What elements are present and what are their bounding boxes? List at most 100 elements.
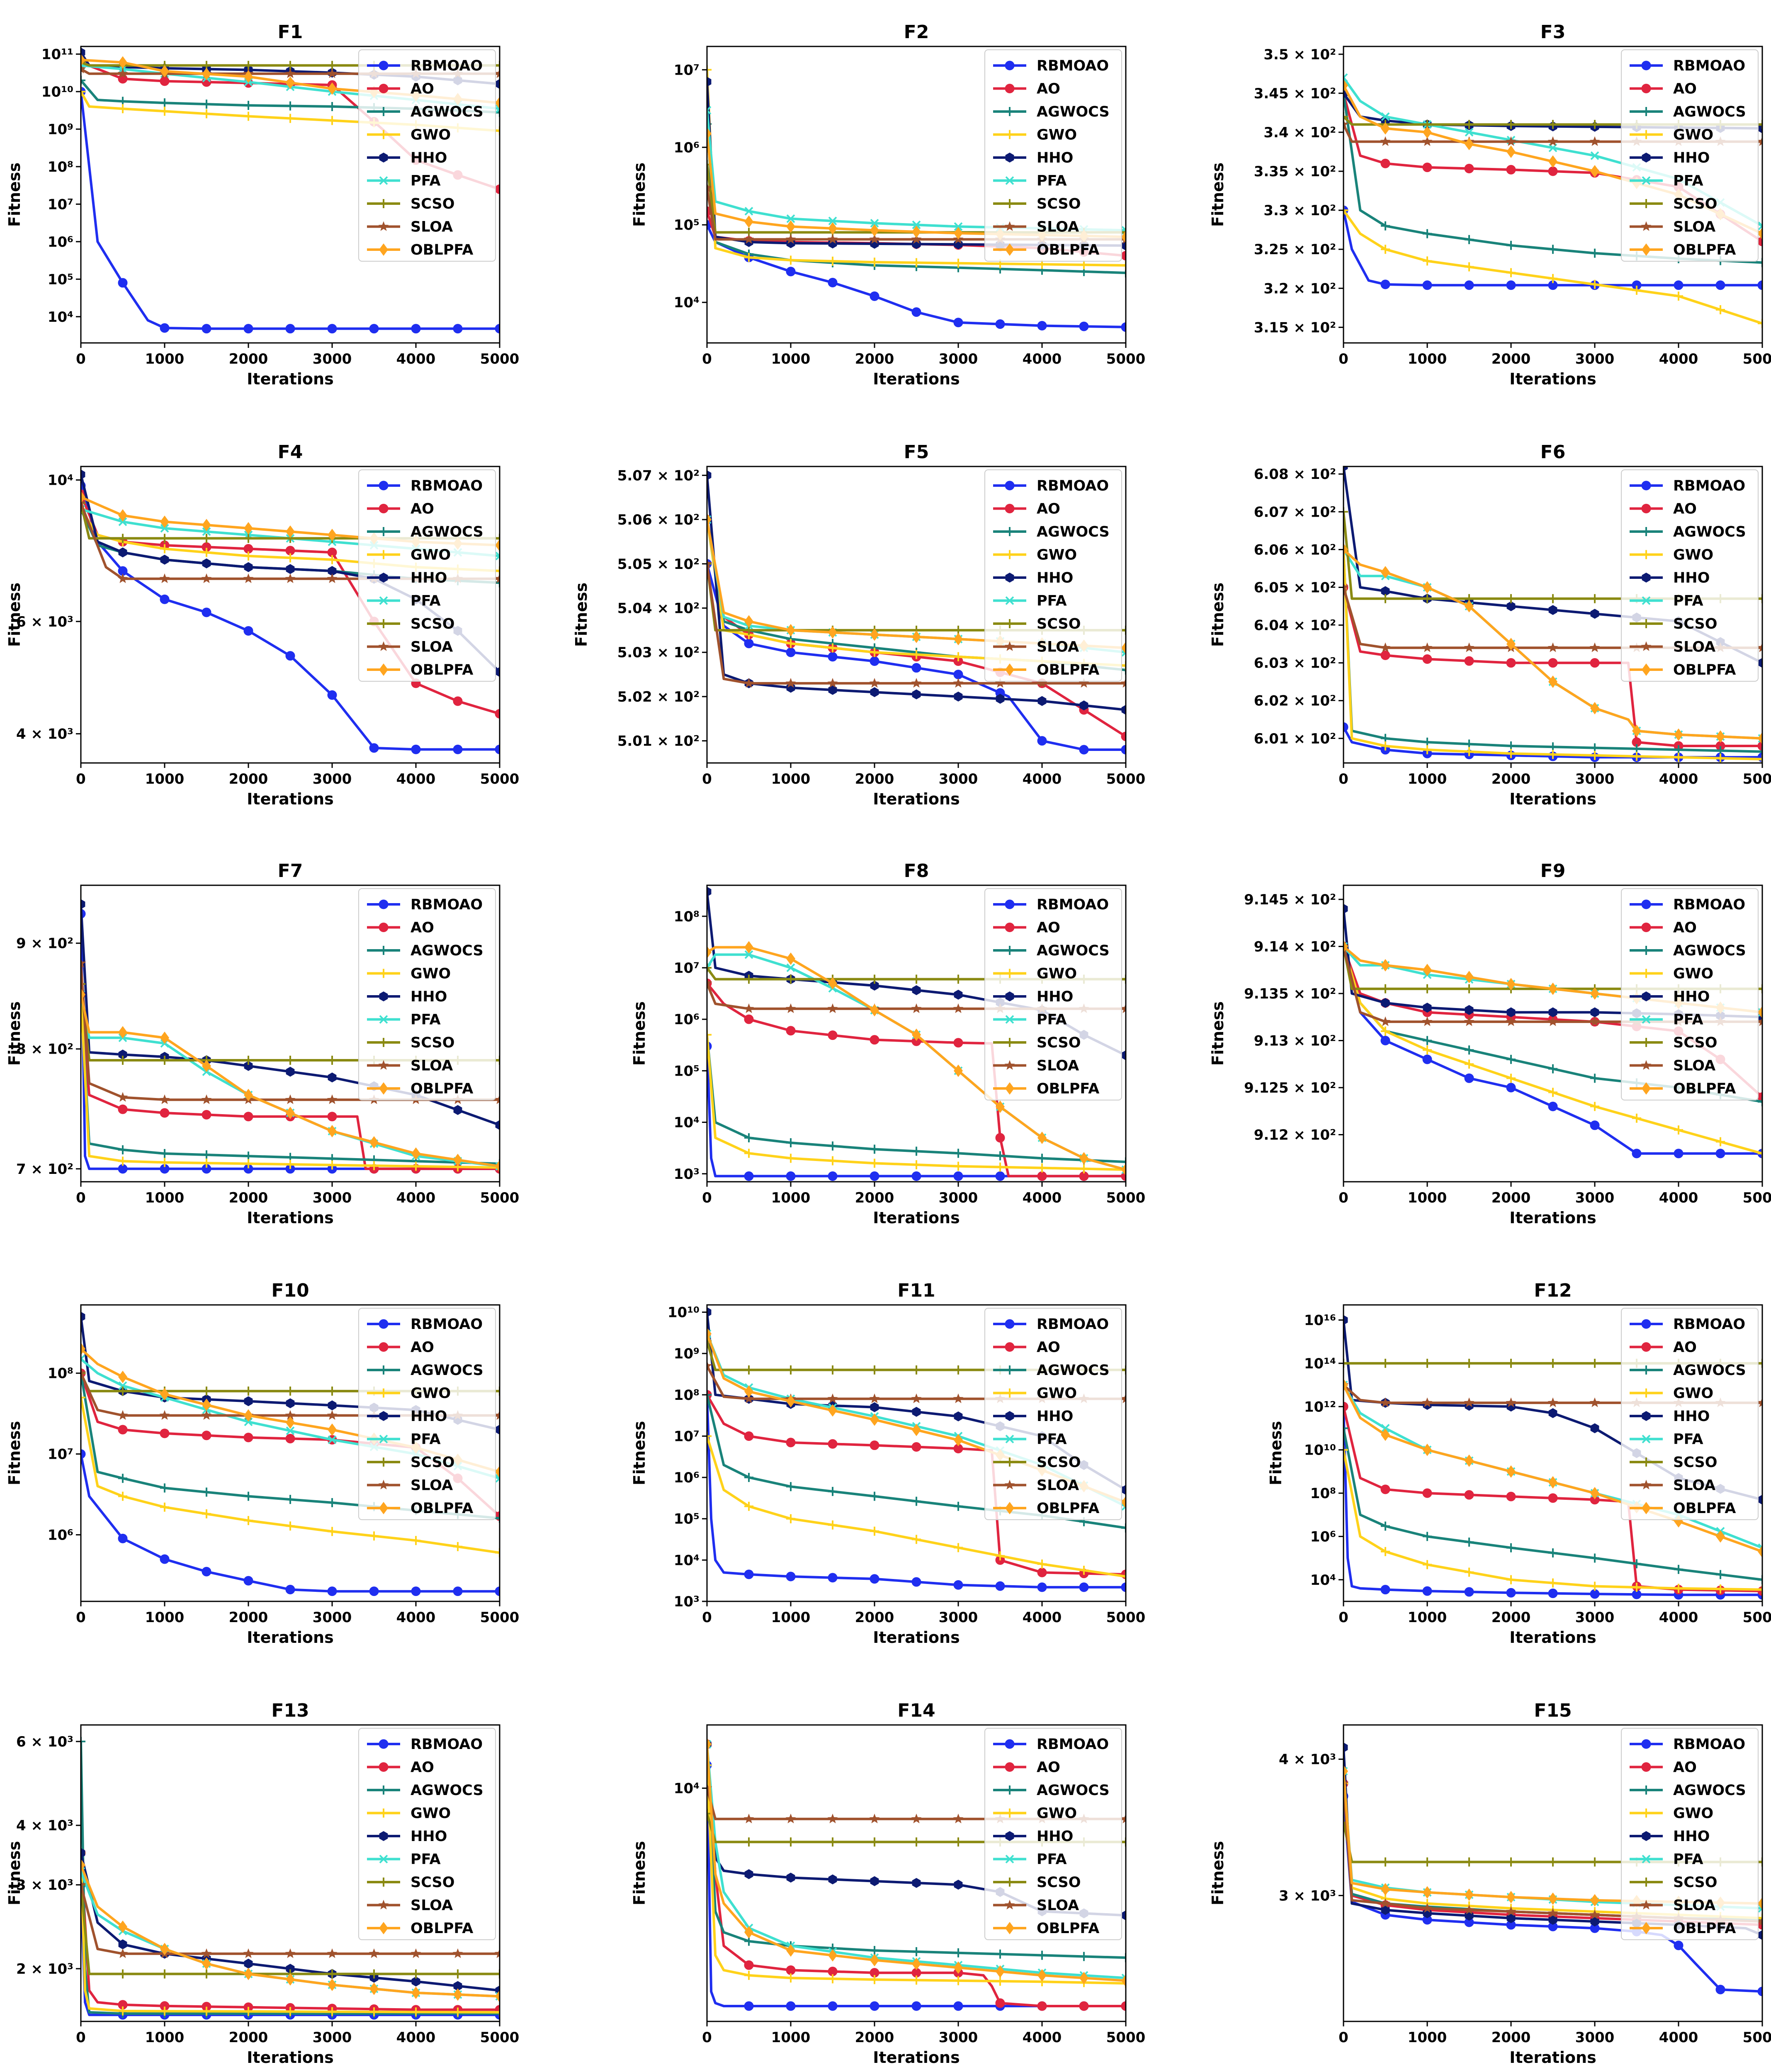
series-marker-oblpfa — [744, 615, 753, 628]
series-marker-gwo — [954, 1976, 963, 1985]
plot-frame — [80, 884, 500, 1183]
series-marker-scso — [1343, 507, 1348, 517]
legend-label: SCSO — [411, 616, 455, 632]
y-tick-label: 3.2 × 10² — [1263, 280, 1336, 297]
x-tick-label: 0 — [1339, 1190, 1348, 1206]
series-marker-sloa — [1422, 1903, 1433, 1913]
series-marker-hho — [954, 1411, 963, 1421]
series-marker-oblpfa — [495, 1990, 500, 2003]
series-marker-agwocs — [996, 1949, 1005, 1959]
series-marker-oblpfa — [1381, 122, 1390, 135]
series-marker-ao — [160, 1428, 170, 1438]
legend-marker — [379, 1411, 388, 1421]
legend-marker — [1005, 107, 1014, 116]
legend-label: RBMOAO — [411, 1316, 483, 1333]
plot-frame — [80, 1304, 500, 1602]
series-marker-pfa — [1465, 128, 1474, 137]
x-tick-label: 5000 — [1743, 771, 1771, 787]
chart-F9: F9 0 1000 2000 3000 4000 5000 Iterations 9.12 × … — [1209, 860, 1771, 1227]
series-marker-gwo — [1465, 1059, 1474, 1069]
series-marker-sloa — [201, 1410, 212, 1420]
legend-label: OBLPFA — [1673, 1920, 1736, 1937]
x-tick-label: 0 — [702, 771, 712, 787]
series-marker-hho — [1343, 1742, 1348, 1753]
x-axis-label: Iterations — [873, 1628, 960, 1647]
y-tick-label: 7 × 10² — [16, 1161, 73, 1178]
series-marker-agwocs — [1590, 248, 1599, 258]
series-marker-ao — [1380, 158, 1390, 168]
y-tick-label: 4 × 10³ — [16, 1817, 73, 1834]
series-marker-oblpfa — [828, 222, 837, 235]
legend-marker — [379, 1808, 388, 1818]
series-marker-agwocs — [1343, 1423, 1348, 1433]
series-marker-oblpfa — [786, 220, 795, 233]
series-marker-hho — [707, 470, 712, 481]
x-tick-label: 4000 — [1659, 351, 1698, 367]
series-marker-oblpfa — [1674, 728, 1683, 741]
series-marker-rbmoao — [1422, 280, 1432, 290]
series-marker-rbmoao — [495, 1586, 500, 1596]
series-marker-oblpfa — [707, 127, 712, 140]
series-marker-agwocs — [996, 1151, 1005, 1161]
series-marker-hho — [954, 1880, 963, 1890]
y-axis-label: Fitness — [5, 1421, 24, 1485]
series-marker-pfa — [160, 524, 169, 533]
legend-marker — [1641, 899, 1651, 909]
series-marker-oblpfa — [495, 1160, 500, 1173]
series-marker-gwo — [1121, 1572, 1126, 1581]
series-marker-rbmoao — [1548, 1589, 1558, 1598]
legend-label: AGWOCS — [1037, 942, 1110, 959]
series-marker-hho — [1121, 240, 1126, 251]
series-marker-rbmoao — [202, 607, 211, 617]
series-marker-oblpfa — [744, 1385, 753, 1398]
legend-marker — [1005, 1878, 1014, 1887]
legend-marker — [1005, 1411, 1014, 1421]
series-marker-gwo — [244, 1159, 253, 1168]
series-marker-rbmoao — [369, 1586, 379, 1596]
series-marker-oblpfa — [244, 522, 253, 535]
series-marker-oblpfa — [786, 1944, 795, 1957]
legend-marker — [379, 176, 388, 185]
x-tick-label: 2000 — [855, 1609, 894, 1626]
series-marker-hho — [912, 689, 921, 700]
x-tick-label: 3000 — [939, 771, 978, 787]
series-marker-oblpfa — [118, 1370, 127, 1383]
x-tick-label: 0 — [1339, 2029, 1348, 2046]
series-marker-scso — [828, 1837, 837, 1847]
series-marker-scso — [160, 534, 169, 543]
series-marker-scso — [744, 974, 753, 984]
x-tick-label: 4000 — [1023, 1190, 1062, 1206]
series-marker-agwocs — [1121, 1157, 1126, 1167]
chart-F2: F2 0 1000 2000 3000 4000 5000 Iterations 10⁴ 10⁵ 1… — [630, 22, 1145, 388]
legend-label: GWO — [411, 966, 451, 982]
series-marker-agwocs — [244, 101, 253, 110]
series-marker-rbmoao — [327, 324, 337, 334]
series-marker-rbmoao — [495, 324, 500, 334]
series-marker-pfa — [1381, 112, 1390, 121]
series-marker-oblpfa — [369, 1136, 379, 1149]
series-marker-hho — [1758, 123, 1762, 134]
series-marker-hho — [1037, 696, 1047, 706]
series-marker-oblpfa — [369, 1982, 379, 1995]
legend-marker — [1005, 243, 1014, 256]
legend: RBMOAO AO AGWOCS GWO HHO PFA SCSO SLOA OBLPFA — [358, 469, 496, 682]
series-marker-scso — [411, 1969, 420, 1979]
series-marker-scso — [707, 963, 712, 972]
series-marker-scso — [328, 1386, 337, 1396]
series-marker-pfa — [954, 222, 963, 231]
legend-marker — [1004, 641, 1015, 651]
legend-label: PFA — [411, 1851, 441, 1868]
legend-label: SLOA — [1673, 1477, 1715, 1494]
series-marker-gwo — [1423, 1045, 1432, 1055]
series-marker-oblpfa — [1758, 1545, 1762, 1558]
x-tick-label: 4000 — [396, 771, 436, 787]
series-marker-gwo — [453, 1542, 462, 1551]
legend-label: HHO — [411, 1828, 447, 1845]
series-marker-oblpfa — [828, 977, 837, 990]
series-marker-oblpfa — [912, 630, 921, 643]
series-marker-scso — [828, 1365, 837, 1375]
legend-marker — [1005, 1808, 1014, 1818]
series-marker-hho — [328, 1400, 337, 1411]
legend-label: SCSO — [1037, 196, 1081, 212]
plot-frame — [1343, 46, 1763, 344]
